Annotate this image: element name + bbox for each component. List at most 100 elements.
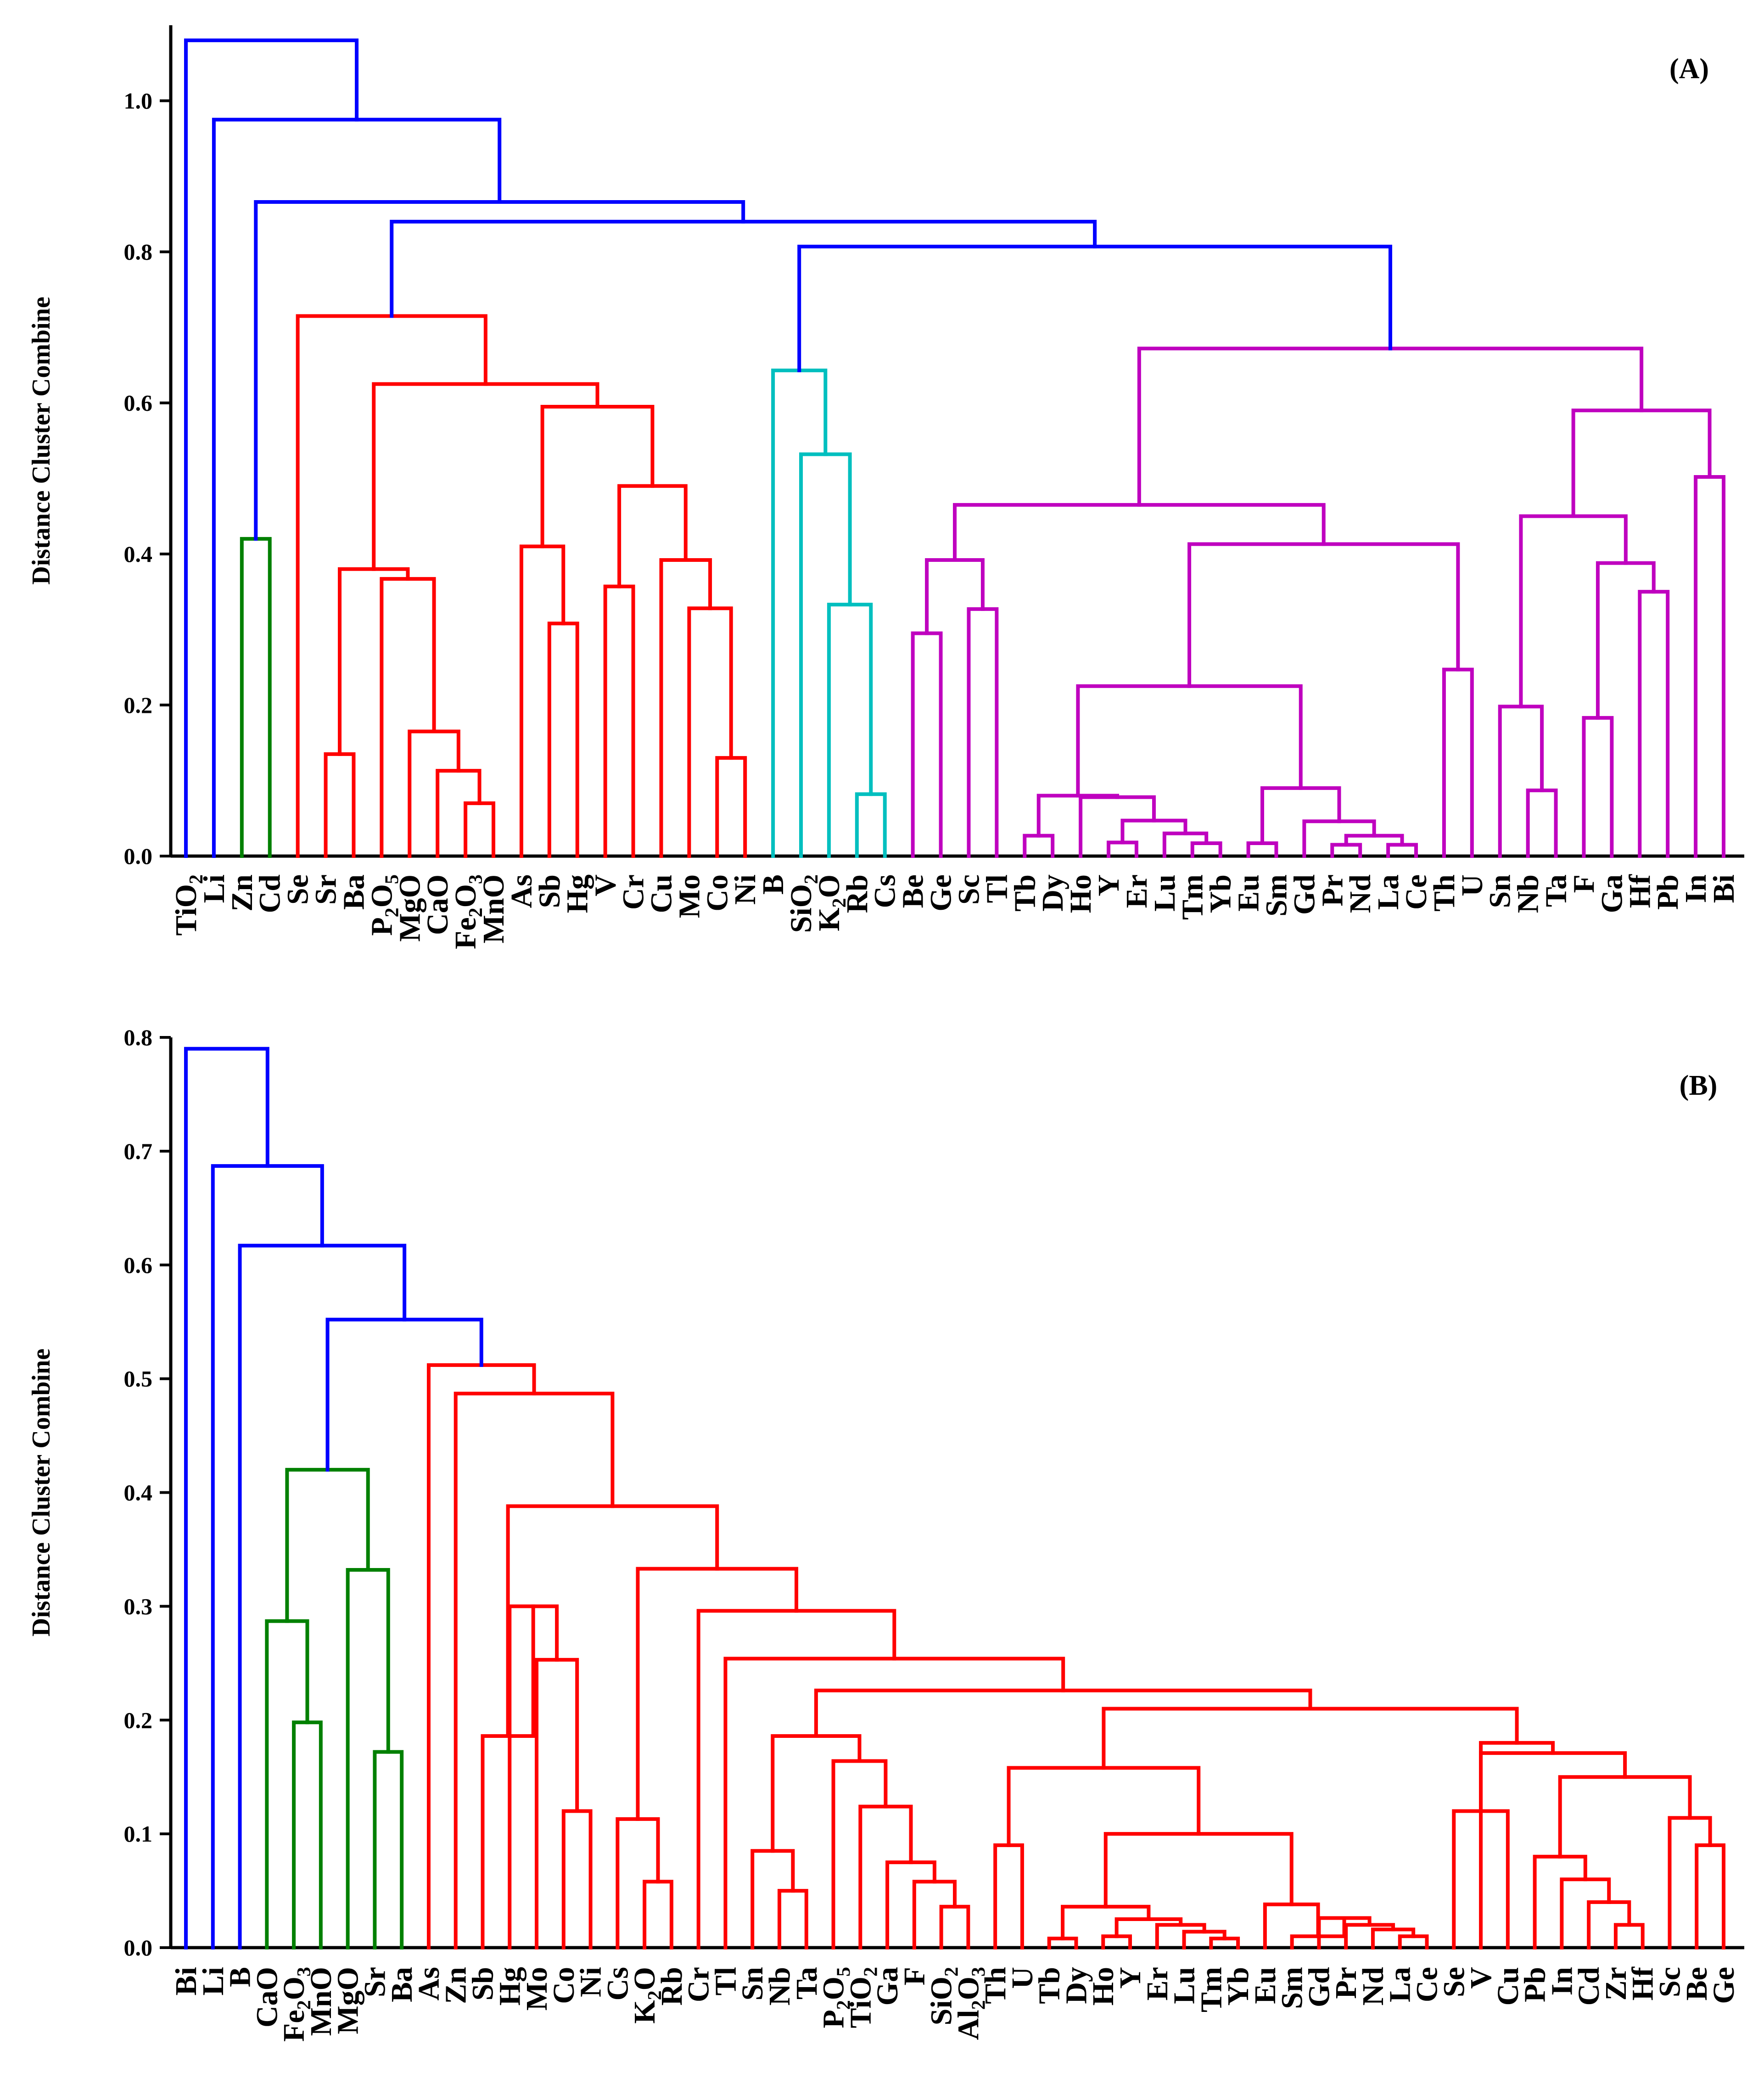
leaf-label: Li bbox=[197, 874, 231, 903]
dendrogram-link bbox=[953, 503, 1326, 562]
dendrogram-link bbox=[292, 1720, 323, 1949]
dendrogram-link bbox=[519, 544, 566, 858]
leaf-label: Ba bbox=[385, 1967, 419, 2002]
y-tick-label: 0.4 bbox=[124, 541, 153, 567]
dendrogram-link bbox=[184, 1047, 269, 1949]
leaf-label: Ho bbox=[1086, 1967, 1120, 2005]
y-tick-label: 0.2 bbox=[124, 1707, 153, 1733]
leaf-label: Cu bbox=[1491, 1967, 1525, 2005]
dendrogram-link bbox=[1187, 542, 1460, 688]
leaf-label: Ga bbox=[1595, 874, 1629, 913]
leaf-label: Bi bbox=[169, 1967, 203, 1995]
leaf-label: Pr bbox=[1316, 874, 1349, 907]
leaf-label: Tl bbox=[980, 874, 1014, 903]
dendrogram-link bbox=[659, 558, 712, 858]
leaf-label: Sr bbox=[358, 1967, 392, 1997]
dendrogram-link bbox=[506, 1504, 719, 1738]
leaf-label: Zn bbox=[225, 874, 259, 912]
dendrogram-link bbox=[540, 404, 655, 549]
dendrogram-link bbox=[617, 484, 688, 588]
dendrogram-link bbox=[1596, 561, 1656, 720]
dendrogram-link bbox=[967, 607, 999, 858]
leaf-label: Ga bbox=[871, 1967, 904, 2005]
leaf-label: Cr bbox=[617, 874, 650, 910]
dendrogram-link bbox=[777, 1889, 808, 1949]
leaf-label: Eu bbox=[1232, 874, 1266, 912]
dendrogram-link bbox=[1260, 786, 1341, 846]
leaf-label: Ho bbox=[1064, 874, 1098, 913]
leaf-label: K2​O bbox=[812, 874, 850, 931]
leaf-label: MnO bbox=[477, 874, 510, 943]
y-axis-label: Distance Cluster Combine bbox=[27, 297, 56, 584]
leaf-label: Y bbox=[1092, 874, 1126, 896]
leaf-label: Sm bbox=[1276, 1967, 1309, 2009]
leaf-label: CaO bbox=[421, 874, 454, 935]
dendrogram-link bbox=[1526, 788, 1558, 858]
leaf-label: B bbox=[756, 874, 790, 895]
dendrogram-link bbox=[750, 1849, 795, 1949]
dendrogram-link bbox=[184, 38, 359, 858]
y-tick-label: 0.2 bbox=[124, 692, 153, 718]
dendrogram-link bbox=[1638, 590, 1670, 858]
dendrogram-link bbox=[723, 1657, 1065, 1949]
leaf-label: La bbox=[1372, 874, 1405, 910]
leaf-label: MgO bbox=[393, 874, 426, 942]
dendrogram-link bbox=[1076, 684, 1303, 798]
leaf-label: Bi bbox=[1707, 874, 1741, 903]
leaf-label: Sc bbox=[1653, 1967, 1686, 1997]
leaf-label: Dy bbox=[1059, 1967, 1093, 2004]
leaf-label: Tm bbox=[1176, 874, 1210, 920]
leaf-label: Zr bbox=[1599, 1967, 1633, 2000]
leaf-label: Nd bbox=[1344, 874, 1377, 913]
dendrogram-link bbox=[373, 1750, 404, 1949]
leaf-label: Lu bbox=[1168, 1967, 1201, 2004]
y-tick-label: 0.0 bbox=[124, 1935, 153, 1960]
leaf-label: V bbox=[1464, 1967, 1498, 1989]
leaf-label: Be bbox=[896, 874, 930, 908]
leaf-label: Co bbox=[547, 1967, 581, 2004]
dendrogram-link bbox=[324, 752, 356, 858]
leaf-label: Cr bbox=[682, 1967, 716, 2002]
dendrogram-link bbox=[643, 1880, 673, 1949]
leaf-label: Lu bbox=[1148, 874, 1182, 912]
dendrogram-link bbox=[346, 1568, 390, 1949]
dendrogram-link bbox=[1137, 347, 1644, 507]
dendrogram-link bbox=[1498, 705, 1544, 858]
leaf-label: Pr bbox=[1329, 1967, 1363, 1999]
leaf-label: Nb bbox=[763, 1967, 796, 2005]
leaf-label: Sb bbox=[466, 1967, 499, 2000]
leaf-label: P2​O5​ bbox=[817, 1967, 855, 2028]
leaf-label: Pb bbox=[1518, 1967, 1552, 2002]
dendrogram-link bbox=[240, 537, 272, 858]
y-tick-label: 0.1 bbox=[124, 1821, 153, 1847]
dendrogram-link bbox=[1582, 716, 1614, 858]
dendrogram-link bbox=[1079, 795, 1156, 858]
leaf-label: Mo bbox=[520, 1967, 554, 2011]
leaf-label: Cu bbox=[644, 874, 678, 913]
leaf-label: La bbox=[1383, 1967, 1417, 2002]
dendrogram-link bbox=[1036, 794, 1120, 838]
dendrogram-link bbox=[464, 801, 495, 858]
dendrogram-link bbox=[912, 1880, 957, 1949]
leaf-label: Cd bbox=[1572, 1967, 1606, 2005]
y-tick-label: 0.0 bbox=[124, 843, 153, 869]
dendrogram-link bbox=[1061, 1904, 1151, 1941]
leaf-label: Er bbox=[1141, 1967, 1174, 2000]
leaf-label: Ta bbox=[1540, 874, 1573, 907]
dendrogram-link bbox=[799, 452, 852, 858]
dendrogram-link bbox=[1246, 841, 1278, 858]
leaf-label: TiO2​ bbox=[844, 1967, 881, 2028]
leaf-label: F bbox=[1567, 874, 1601, 893]
dendrogram-link bbox=[1102, 1707, 1519, 1770]
leaf-label: Se bbox=[281, 874, 315, 905]
leaf-label: Yb bbox=[1221, 1967, 1255, 2005]
dendrogram-link bbox=[1103, 1832, 1294, 1909]
dendrogram-link bbox=[372, 382, 599, 571]
leaf-label: Ba bbox=[337, 874, 370, 910]
leaf-label: Hg bbox=[493, 1967, 526, 2005]
dendrogram-link bbox=[911, 631, 943, 858]
y-tick-label: 0.5 bbox=[124, 1366, 153, 1392]
leaf-label: Ce bbox=[1400, 874, 1433, 910]
y-tick-label: 0.4 bbox=[124, 1480, 153, 1506]
dendrogram-link bbox=[408, 729, 460, 858]
